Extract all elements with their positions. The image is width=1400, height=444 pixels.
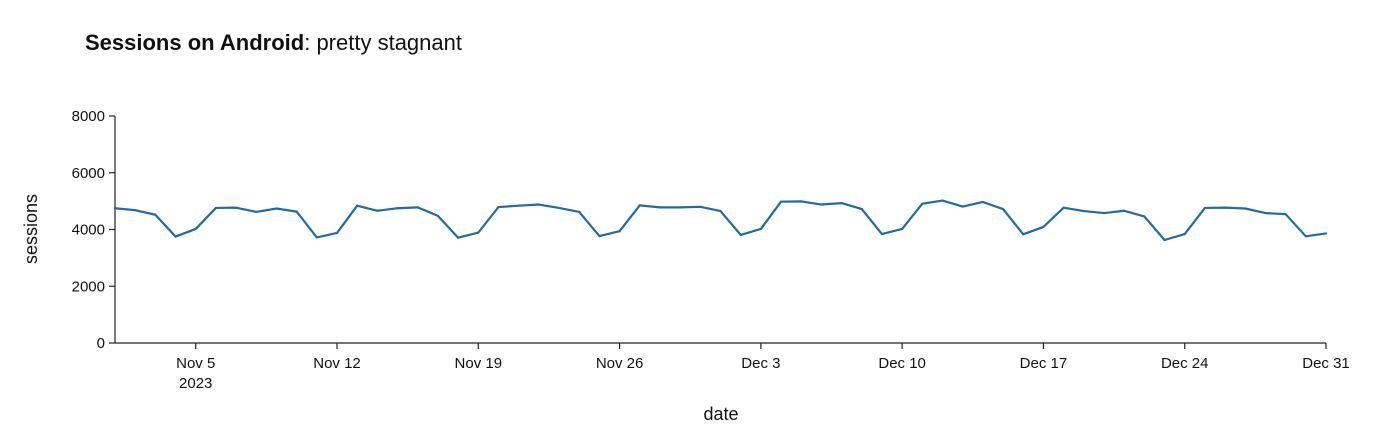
data-point [699,205,702,208]
y-tick-label: 8000 [72,108,105,125]
y-axis: 0 2000 4000 6000 8000 [72,108,116,352]
data-point [335,231,339,235]
data-point [315,236,318,239]
x-tick-label: Nov 12 [313,355,361,372]
data-point [1082,209,1085,213]
x-tick-label: Dec 24 [1161,355,1209,372]
data-point [376,209,379,212]
data-point [921,202,924,205]
data-point [235,206,238,209]
data-point [537,203,540,206]
y-tick-label: 4000 [72,222,105,239]
data-point [1264,211,1267,215]
data-point [1001,207,1005,211]
data-point [860,207,863,211]
x-tick-sublabel: 2023 [179,375,212,392]
data-point [1324,232,1328,235]
data-point [820,203,823,206]
series-group [113,199,1328,242]
series-line [114,199,1327,242]
data-point [759,227,762,231]
chart-title-bold: Sessions on Android [85,30,305,55]
data-point [194,227,197,231]
data-point [113,207,117,210]
x-axis: Nov 5 2023 Nov 12 Nov 19 Nov 26 Dec 3 Dec 10 De… [115,342,1350,392]
data-point [396,207,399,210]
data-point [416,206,419,209]
data-point [1042,225,1045,229]
data-point [1244,207,1247,210]
x-tick-label: Dec 10 [878,355,926,372]
chart-title: Sessions on Android: pretty stagnant [85,30,462,56]
chart-title-rest: : pretty stagnant [304,30,462,55]
data-point [275,207,278,210]
data-point [214,206,218,210]
data-point [679,206,682,209]
data-point [618,230,621,233]
x-tick-label: Dec 3 [741,355,780,372]
y-axis-title: sessions [21,194,41,264]
x-tick-label: Nov 26 [596,355,644,372]
x-tick-label: Nov 19 [455,355,503,372]
y-tick-label: 0 [97,335,105,352]
y-tick-label: 6000 [72,165,105,182]
data-point [1203,206,1206,210]
data-point [719,209,722,213]
data-point [1223,206,1227,209]
data-point [134,209,137,212]
data-point [1304,235,1307,238]
data-point [1062,206,1065,209]
data-point [356,204,359,207]
data-point [598,234,601,238]
data-point [840,202,843,205]
x-tick-label: Dec 17 [1020,355,1068,372]
data-point [800,200,803,203]
data-point [1123,209,1126,212]
data-point [981,200,984,204]
x-tick-label: Nov 5 [176,355,215,372]
data-point [477,231,480,234]
data-point [174,235,177,238]
y-tick-label: 2000 [72,278,105,295]
data-point [1163,238,1166,242]
data-point [739,233,742,236]
data-point [295,210,298,213]
data-point [557,206,561,210]
data-point [658,206,662,209]
data-point [497,205,500,209]
data-point [517,204,520,207]
data-point [1102,211,1106,215]
data-point [901,227,904,231]
data-point [779,200,783,203]
data-point [457,236,460,239]
x-axis-title: date [703,404,738,424]
data-point [880,232,884,236]
data-point [578,210,581,214]
data-point [941,199,944,202]
data-point [961,205,964,208]
data-point [638,204,641,207]
data-point [1143,215,1146,218]
data-point [436,214,440,217]
data-point [154,213,157,216]
data-point [1284,213,1287,216]
data-point [255,210,258,214]
x-tick-label: Dec 31 [1302,355,1350,372]
data-point [1022,233,1025,236]
data-point [1183,232,1186,236]
